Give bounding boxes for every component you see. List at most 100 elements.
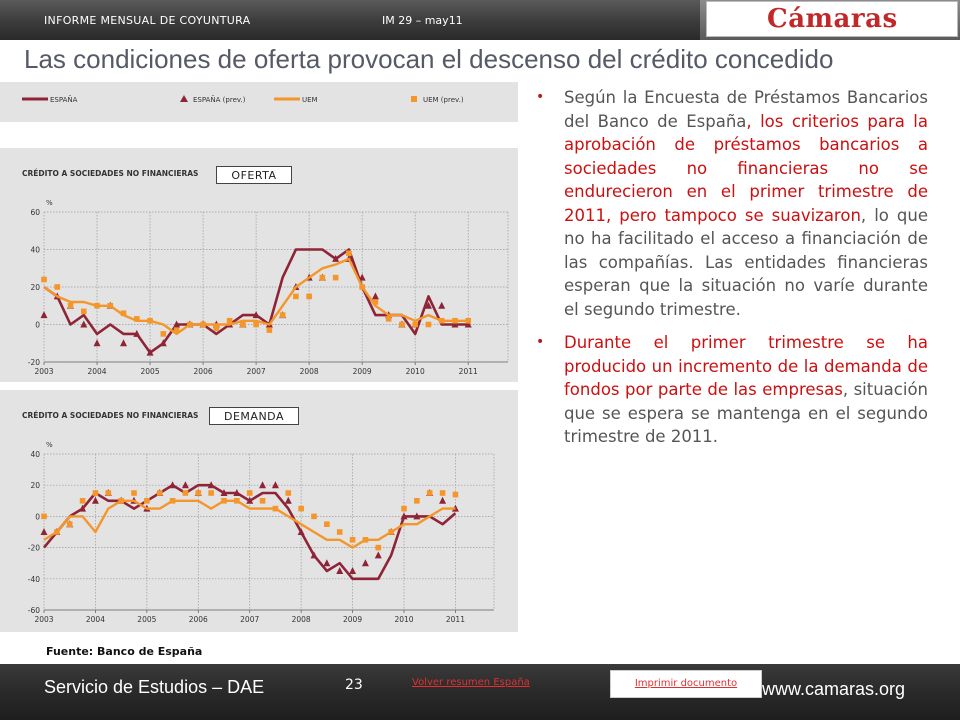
data-point-uem-prev [187,321,193,328]
y-tick-label: -40 [28,575,40,584]
x-tick-label: 2007 [247,367,266,376]
data-point-uem-prev [311,513,317,520]
back-to-summary-link[interactable]: Volver resumen España [412,677,530,688]
x-tick-label: 2010 [406,367,425,376]
data-point-espana-prev [358,273,366,281]
data-point-uem-prev [234,498,240,504]
data-point-uem-prev [200,321,206,328]
data-point-uem-prev [259,498,266,504]
data-point-uem-prev [80,308,87,315]
data-point-uem-prev [426,490,433,496]
data-point-uem-prev [324,521,330,527]
data-point-espana-prev [259,481,267,489]
data-point-espana-prev [271,481,279,489]
data-point-uem-prev [349,537,356,543]
data-point-espana-prev [146,348,154,356]
data-point-espana-prev [438,301,446,309]
legend-label: UEM (prev.) [423,96,464,104]
data-point-uem-prev [465,317,472,324]
bullet-text: Durante el primer trimestre se ha produc… [564,333,928,446]
data-point-uem-prev [375,544,382,551]
data-point-espana-prev [80,320,88,328]
data-point-espana-prev [400,512,408,520]
data-point-espana-prev [159,339,167,347]
data-point-espana-prev [207,481,215,489]
report-name: INFORME MENSUAL DE COYUNTURA [44,14,251,27]
data-point-uem-prev [346,250,352,257]
logo-text: Cámaras [767,4,898,34]
data-point-uem-prev [120,310,127,317]
data-point-uem-prev [92,490,99,496]
source-note: Fuente: Banco de España [46,645,203,658]
data-point-espana-prev [93,339,101,347]
data-point-uem-prev [401,505,407,512]
data-point-uem-prev [160,331,167,337]
data-point-espana-prev [246,496,254,504]
x-tick-label: 2006 [189,615,208,624]
data-point-espana-prev [169,481,177,489]
x-tick-label: 2010 [394,615,413,624]
data-point-espana-prev [91,496,99,504]
data-point-espana-prev [451,504,459,512]
data-point-espana-prev [79,504,87,512]
data-point-espana-prev [220,489,228,496]
data-point-espana-prev [413,512,421,520]
y-tick-label: -60 [28,606,40,615]
data-point-espana-prev [336,567,344,574]
y-axis-label: % [46,199,53,207]
data-point-uem-prev [182,490,189,496]
data-point-espana-prev [233,489,241,496]
bullet-segment: , lo que no ha facilitado el acceso a fi… [564,205,928,319]
data-point-espana-prev [439,496,447,504]
page-number: 23 [345,677,363,693]
data-point-uem-prev [240,321,246,328]
data-point-uem-prev [414,498,420,504]
chart-legend-svg: ESPAÑA ESPAÑA (prev.) UEM UEM (prev.) [22,95,464,104]
data-point-uem-prev [452,491,459,498]
y-tick-label: 40 [30,450,40,459]
data-point-espana-prev [424,301,432,309]
y-tick-label: 40 [30,246,40,255]
report-issue: IM 29 – may11 [382,14,463,27]
bullet-item: • Según la Encuesta de Préstamos Bancari… [530,86,928,321]
bullet-text: Según la Encuesta de Préstamos Bancarios… [564,88,928,319]
data-point-uem-prev [144,498,150,504]
data-point-uem-prev [293,293,299,300]
series-line-uem [43,499,456,549]
data-point-uem-prev [156,490,163,496]
data-point-uem-prev [319,274,326,281]
header-band [0,0,700,40]
data-point-uem-prev [359,284,365,290]
x-tick-label: 2004 [86,615,105,624]
y-tick-label: 20 [30,481,40,490]
footer-url: www.camaras.org [762,679,906,699]
data-point-espana-prev [464,320,472,328]
data-point-uem-prev [131,490,137,496]
data-point-uem-prev [298,505,304,512]
y-tick-label: -20 [28,544,40,553]
chart-title: CRÉDITO A SOCIEDADES NO FINANCIERAS [22,169,198,178]
data-point-espana-prev [181,481,189,489]
chart-oferta: CRÉDITO A SOCIEDADES NO FINANCIERAS% -20 0… [0,148,518,382]
data-point-uem-prev [246,490,253,496]
data-point-uem-prev [226,317,233,324]
legend-label: ESPAÑA (prev.) [193,95,246,104]
data-point-uem-prev [195,490,202,496]
x-tick-label: 2009 [343,615,362,624]
data-point-uem-prev [173,327,180,333]
data-point-uem-prev [452,317,458,324]
x-tick-label: 2009 [353,367,372,376]
x-tick-label: 2003 [34,367,53,376]
data-point-uem-prev [385,316,392,322]
data-point-uem-prev [105,490,112,496]
x-tick-label: 2005 [137,615,156,624]
data-point-uem-prev [134,316,140,322]
print-document-button[interactable]: Imprimir documento [610,670,762,698]
data-point-uem-prev [306,293,312,300]
data-point-uem-prev [67,302,74,309]
data-point-uem-prev [332,274,339,281]
x-tick-label: 2007 [240,615,259,624]
y-axis-label: % [46,441,53,449]
x-tick-label: 2008 [292,615,311,624]
series-line-espana [43,248,469,354]
